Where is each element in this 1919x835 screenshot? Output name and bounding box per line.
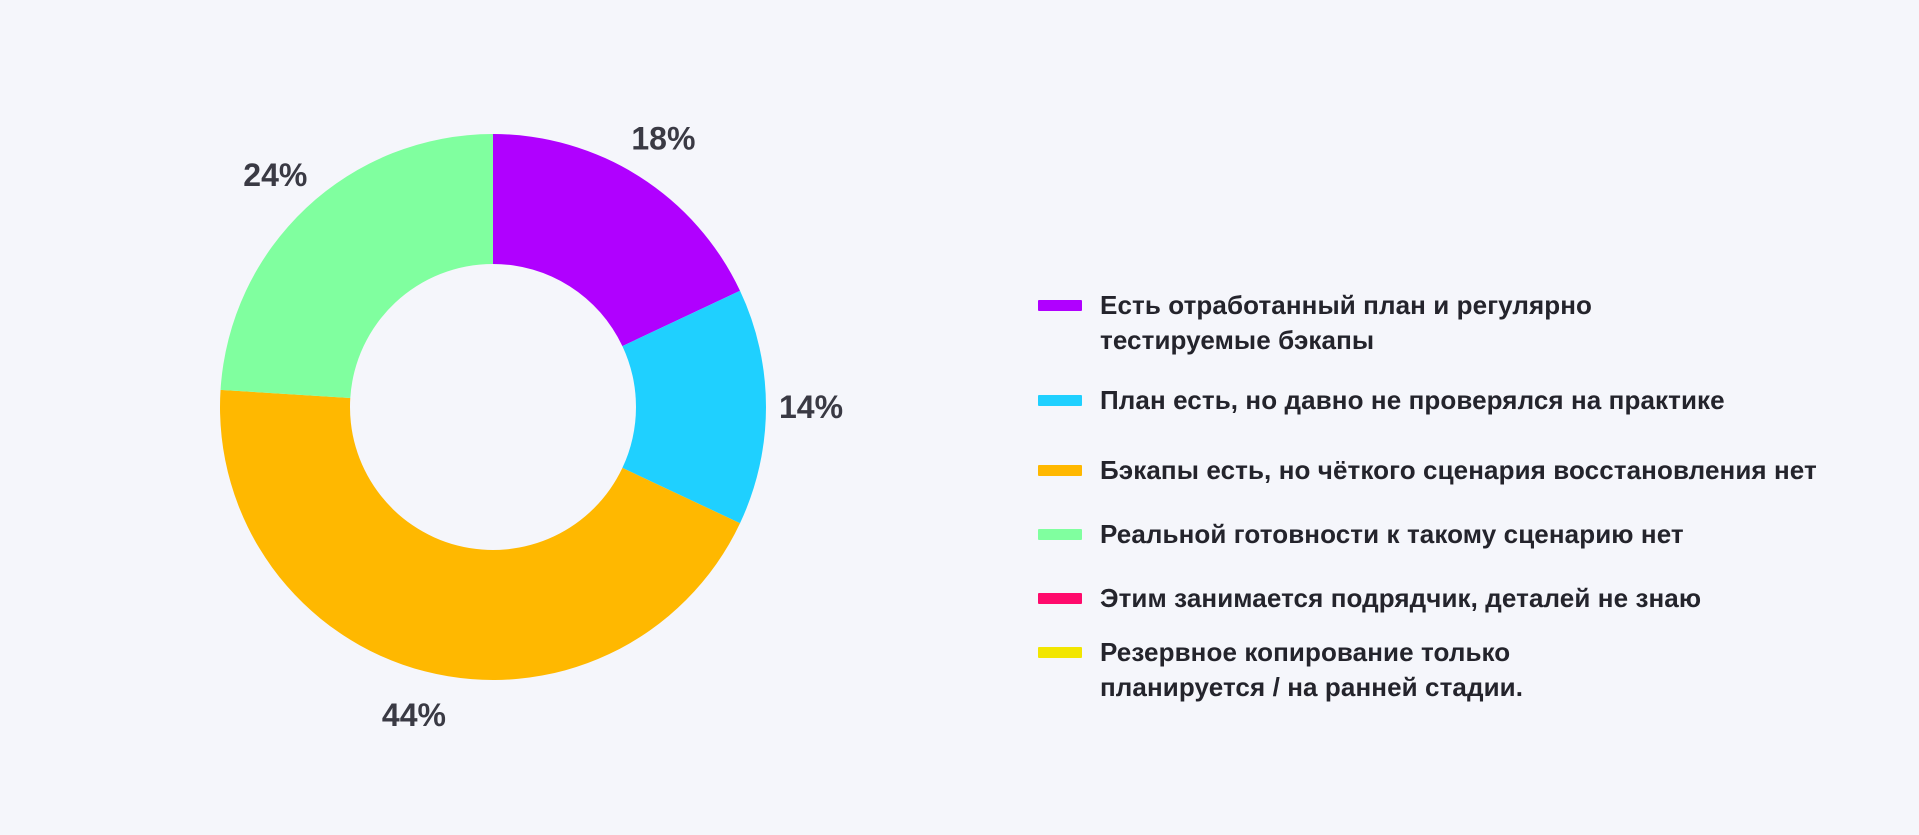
legend-item-backups-no-scenario: Бэкапы есть, но чёткого сценария восстан… — [1038, 453, 1890, 488]
slice-label-no-readiness: 24% — [243, 157, 307, 193]
legend-label: Реальной готовности к такому сценарию не… — [1100, 519, 1684, 549]
slice-tested-plan — [493, 134, 741, 347]
legend-item-contractor: Этим занимается подрядчик, деталей не зн… — [1038, 581, 1890, 616]
legend-label: Резервное копирование только планируется … — [1100, 637, 1524, 702]
slice-label-tested-plan: 18% — [631, 121, 695, 157]
slice-no-readiness — [220, 134, 493, 399]
legend-swatch — [1038, 300, 1082, 311]
slice-label-backups-no-scenario: 44% — [382, 697, 446, 733]
legend-item-no-readiness: Реальной готовности к такому сценарию не… — [1038, 517, 1890, 552]
legend-label: Этим занимается подрядчик, деталей не зн… — [1100, 583, 1702, 613]
legend-swatch — [1038, 647, 1082, 658]
slice-backups-no-scenario — [219, 389, 741, 680]
slice-label-plan-not-tested: 14% — [779, 389, 843, 425]
legend-item-planned-only: Резервное копирование только планируется … — [1038, 635, 1890, 705]
legend-label: План есть, но давно не проверялся на пра… — [1100, 385, 1725, 415]
legend-label: Бэкапы есть, но чёткого сценария восстан… — [1100, 455, 1817, 485]
legend-item-tested-plan: Есть отработанный план и регулярно тестир… — [1038, 288, 1890, 358]
legend-label: Есть отработанный план и регулярно тестир… — [1100, 290, 1593, 355]
legend-item-plan-not-tested: План есть, но давно не проверялся на пра… — [1038, 383, 1890, 418]
slice-plan-not-tested — [622, 290, 766, 524]
legend-swatch — [1038, 529, 1082, 540]
legend-swatch — [1038, 465, 1082, 476]
legend-swatch — [1038, 395, 1082, 406]
legend-swatch — [1038, 593, 1082, 604]
